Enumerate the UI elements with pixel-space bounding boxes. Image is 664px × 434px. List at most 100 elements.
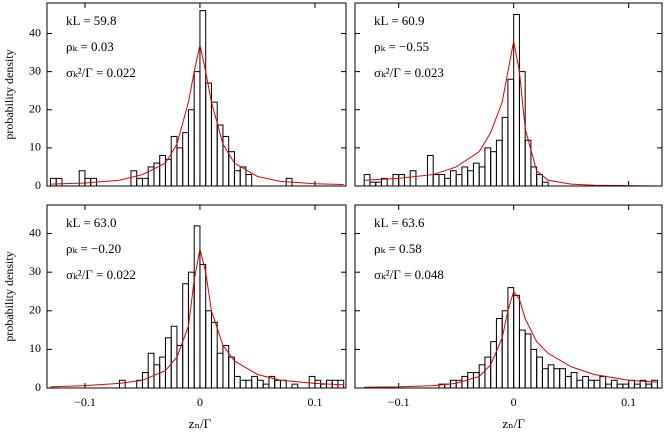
- annotation: kL = 60.9: [374, 13, 425, 28]
- x-tick-label: 0.1: [307, 395, 322, 409]
- bar: [210, 321, 218, 388]
- panel: −0.1 0 0.1 0 10 20 30 40 kL = 63.0 ρₖ = −0.20 σₖ²/…: [2, 204, 347, 431]
- annotation: σₖ²/Γ = 0.022: [66, 65, 136, 80]
- annotation: ρₖ = 0.58: [374, 241, 422, 256]
- bar: [536, 356, 543, 388]
- annotation: σₖ²/Γ = 0.023: [374, 65, 444, 80]
- bar: [176, 345, 184, 388]
- bar: [78, 170, 86, 186]
- bar: [518, 329, 526, 388]
- bar: [256, 379, 264, 388]
- histogram: [363, 13, 549, 186]
- fit-curve: [50, 44, 344, 185]
- bar: [576, 379, 584, 388]
- bar: [559, 368, 566, 388]
- y-tick-label: 30: [29, 63, 41, 77]
- bar: [130, 170, 138, 186]
- bar: [153, 364, 161, 388]
- bar: [164, 158, 172, 186]
- bar: [599, 375, 607, 388]
- bar: [193, 71, 201, 186]
- bar: [182, 283, 189, 388]
- bar: [587, 379, 595, 388]
- bar: [187, 109, 195, 186]
- bar: [159, 155, 166, 186]
- bar: [582, 375, 589, 388]
- bar: [314, 379, 322, 388]
- bar: [593, 379, 601, 388]
- bar: [239, 379, 247, 388]
- bar: [633, 383, 641, 388]
- annotation: kL = 59.8: [66, 13, 117, 28]
- y-tick-label: 40: [29, 25, 41, 39]
- bar: [147, 352, 155, 388]
- bar: [467, 372, 474, 388]
- bar: [610, 379, 618, 388]
- annotation: kL = 63.6: [374, 215, 425, 230]
- bar: [369, 181, 377, 186]
- bar: [449, 170, 457, 186]
- bar: [228, 356, 235, 388]
- bar: [461, 166, 469, 186]
- y-tick-label: 30: [29, 264, 41, 278]
- bar: [484, 356, 492, 388]
- bar: [513, 294, 520, 388]
- bar: [398, 174, 405, 186]
- panel: −0.1 0 0.1 kL = 63.6 ρₖ = 0.58 σₖ²/Γ = 0.048 z…: [354, 204, 663, 431]
- bar: [199, 263, 207, 388]
- x-axis-label: zₙ/Γ: [502, 416, 525, 431]
- annotation: ρₖ = 0.03: [66, 39, 114, 54]
- bar: [320, 383, 327, 388]
- bar: [176, 147, 184, 186]
- plot-frame: [46, 2, 347, 187]
- annotation: ρₖ = −0.20: [66, 241, 121, 256]
- bar: [182, 132, 189, 186]
- y-tick-label: 10: [29, 140, 41, 154]
- x-tick-label: −0.1: [74, 395, 96, 409]
- bar: [605, 383, 612, 388]
- bar: [530, 166, 538, 186]
- fit-curve: [364, 290, 658, 388]
- bar: [438, 174, 446, 186]
- bar: [507, 78, 515, 186]
- bar: [530, 348, 538, 388]
- bar: [490, 341, 497, 388]
- bar: [199, 10, 207, 186]
- bar: [392, 174, 400, 186]
- panel: 0 10 20 30 40 kL = 59.8 ρₖ = 0.03 σₖ²/Γ = 0.022…: [2, 2, 347, 192]
- histogram: [49, 10, 293, 186]
- annotation: σₖ²/Γ = 0.048: [374, 267, 444, 282]
- bar: [55, 177, 63, 186]
- x-tick-label: 0: [197, 395, 203, 409]
- bar: [518, 71, 526, 186]
- bar: [478, 364, 486, 388]
- bar: [233, 375, 241, 388]
- fit-curve: [364, 41, 658, 186]
- bar: [426, 155, 434, 186]
- y-axis-label: probability density: [2, 251, 16, 341]
- plot-frame: [354, 2, 663, 187]
- bar: [553, 368, 561, 388]
- bar: [461, 375, 469, 388]
- bar: [495, 139, 503, 186]
- panel: kL = 60.9 ρₖ = −0.55 σₖ²/Γ = 0.023: [354, 2, 663, 187]
- bar: [570, 372, 578, 388]
- histogram: [118, 225, 345, 388]
- bar: [222, 135, 230, 186]
- bar: [541, 181, 549, 186]
- bar: [210, 101, 218, 186]
- y-tick-label: 40: [29, 225, 41, 239]
- bar: [380, 177, 388, 186]
- bar: [455, 174, 463, 186]
- plot-frame: [354, 204, 663, 389]
- bar: [170, 135, 178, 186]
- bar: [118, 379, 126, 388]
- bar: [564, 375, 572, 388]
- bar: [170, 325, 178, 388]
- bar: [49, 177, 57, 186]
- fit-curve: [50, 248, 344, 388]
- bar: [432, 174, 440, 186]
- bar: [524, 333, 532, 388]
- bar: [136, 177, 143, 186]
- annotation: ρₖ = −0.55: [374, 39, 429, 54]
